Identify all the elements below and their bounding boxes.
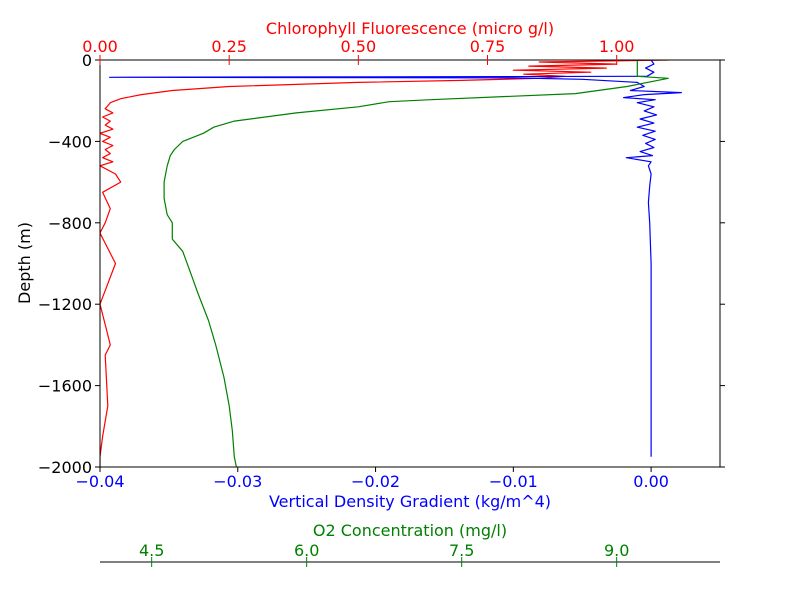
plot-area <box>99 59 721 468</box>
y-tick-label: −2000 <box>38 458 92 477</box>
bottom-tick-label: −0.03 <box>213 472 262 491</box>
bottom-x-axis: −0.04 −0.03 −0.02 −0.01 0.00 <box>75 467 669 491</box>
y-axis-title: Depth (m) <box>15 222 34 304</box>
o2-tick-label: 4.5 <box>139 541 164 560</box>
top-tick-label: 0.75 <box>470 37 506 56</box>
plot-frame <box>99 59 721 468</box>
bottom-tick-label: 0.00 <box>633 472 669 491</box>
bottom-tick-label: −0.01 <box>489 472 538 491</box>
top-tick-label: 1.00 <box>599 37 635 56</box>
bottom-tick-label: −0.02 <box>351 472 400 491</box>
top-tick-label: 0.50 <box>341 37 377 56</box>
o2-tick-label: 7.5 <box>449 541 474 560</box>
top-axis-title: Chlorophyll Fluorescence (micro g/l) <box>266 19 554 38</box>
y-tick-label: −1600 <box>38 377 92 396</box>
bottom-axis-title: Vertical Density Gradient (kg/m^4) <box>269 492 551 511</box>
y-tick-label: −800 <box>48 214 92 233</box>
y-tick-label: 0 <box>82 51 92 70</box>
y-tick-label: −1200 <box>38 295 92 314</box>
y-tick-label: −400 <box>48 132 92 151</box>
top-x-axis: 0.00 0.25 0.50 0.75 1.00 <box>82 37 634 65</box>
y-axis: 0 −400 −800 −1200 −1600 −2000 <box>38 51 725 477</box>
o2-x-axis: 4.5 6.0 7.5 9.0 <box>100 541 720 567</box>
o2-axis-title: O2 Concentration (mg/l) <box>313 521 507 540</box>
o2-series-line <box>163 60 669 467</box>
top-tick-label: 0.25 <box>211 37 247 56</box>
top-tick-label: 0.00 <box>82 37 118 56</box>
chlorophyll-series-line <box>100 60 669 467</box>
bottom-tick-label: −0.04 <box>75 472 124 491</box>
series-layer <box>100 60 683 467</box>
o2-tick-label: 6.0 <box>294 541 319 560</box>
density-gradient-series-line <box>108 60 683 457</box>
o2-tick-label: 9.0 <box>604 541 629 560</box>
